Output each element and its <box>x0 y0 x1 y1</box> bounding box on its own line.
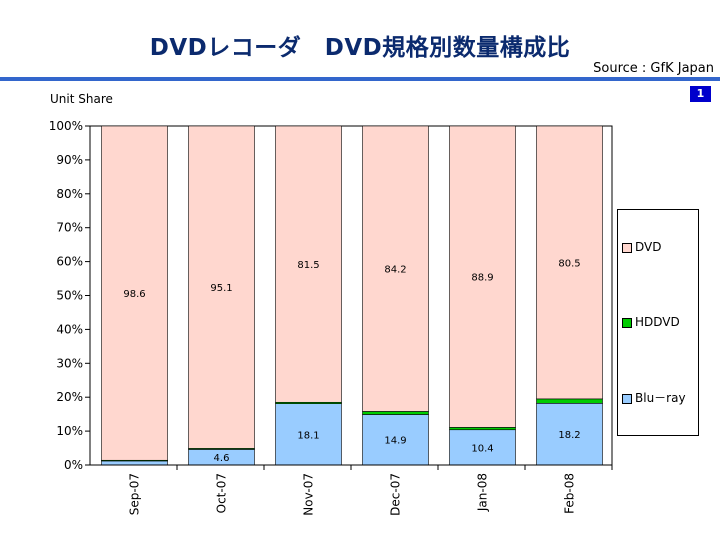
x-tick-label: Feb-08 <box>563 473 577 514</box>
page-number-badge: 1 <box>690 86 711 102</box>
data-label: 81.5 <box>297 260 319 271</box>
y-tick-label: 50% <box>56 289 83 303</box>
y-tick-label: 40% <box>56 322 83 336</box>
legend-swatch-bluray <box>622 393 632 404</box>
y-tick-label: 60% <box>56 255 83 269</box>
data-label: 14.9 <box>384 436 406 447</box>
data-label: 80.5 <box>558 258 580 269</box>
data-label: 18.2 <box>558 430 580 441</box>
data-label: 88.9 <box>471 273 493 284</box>
bar-segment-dvd <box>101 125 168 461</box>
legend-swatch-hddvd <box>622 317 632 328</box>
bar-segment-bluray <box>536 403 603 466</box>
legend-item-dvd: DVD <box>622 240 661 254</box>
legend-label-hddvd: HDDVD <box>635 315 680 329</box>
legend-swatch-dvd <box>622 242 632 253</box>
bar-segment-hddvd <box>449 427 516 431</box>
plot-area <box>89 125 613 466</box>
bar-segment-hddvd <box>362 411 429 415</box>
page-title: DVDレコーダ DVD規格別数量構成比 <box>149 35 571 61</box>
y-tick-label: 100% <box>49 119 83 133</box>
data-label: 10.4 <box>471 443 493 454</box>
source-note: Source : GfK Japan <box>593 61 714 76</box>
data-label: 98.6 <box>123 289 145 300</box>
y-tick-label: 90% <box>56 153 83 167</box>
data-label: 84.2 <box>384 265 406 276</box>
x-tick-label: Oct-07 <box>215 473 229 513</box>
y-axis-title: Unit Share <box>50 92 113 106</box>
legend: DVD HDDVD Blu－ray <box>617 209 699 436</box>
bar-segment-hddvd <box>536 398 603 404</box>
data-label: 95.1 <box>210 283 232 294</box>
y-tick-label: 10% <box>56 424 83 438</box>
title-divider <box>0 77 720 81</box>
x-tick-label: Nov-07 <box>302 473 316 516</box>
y-tick-label: 30% <box>56 356 83 370</box>
bar-segment-dvd <box>536 125 603 400</box>
data-label: 18.1 <box>297 430 319 441</box>
legend-label-dvd: DVD <box>635 240 662 254</box>
y-tick-label: 80% <box>56 187 83 201</box>
y-tick-label: 70% <box>56 221 83 235</box>
x-tick-label: Jan-08 <box>476 473 490 512</box>
bar-segment-dvd <box>362 125 429 412</box>
bar-segment-dvd <box>449 125 516 428</box>
bar-segment-dvd <box>188 125 255 449</box>
y-tick-label: 20% <box>56 390 83 404</box>
bar-segment-bluray <box>275 403 342 466</box>
y-tick-label: 0% <box>64 458 83 472</box>
x-tick-label: Sep-07 <box>128 473 142 515</box>
x-tick-label: Dec-07 <box>389 473 403 516</box>
legend-label-bluray: Blu－ray <box>635 391 686 405</box>
legend-item-bluray: Blu－ray <box>622 389 686 406</box>
bar-segment-dvd <box>275 125 342 403</box>
legend-item-hddvd: HDDVD <box>622 315 680 329</box>
data-label: 4.6 <box>214 453 230 464</box>
bar-segment-bluray <box>362 414 429 466</box>
